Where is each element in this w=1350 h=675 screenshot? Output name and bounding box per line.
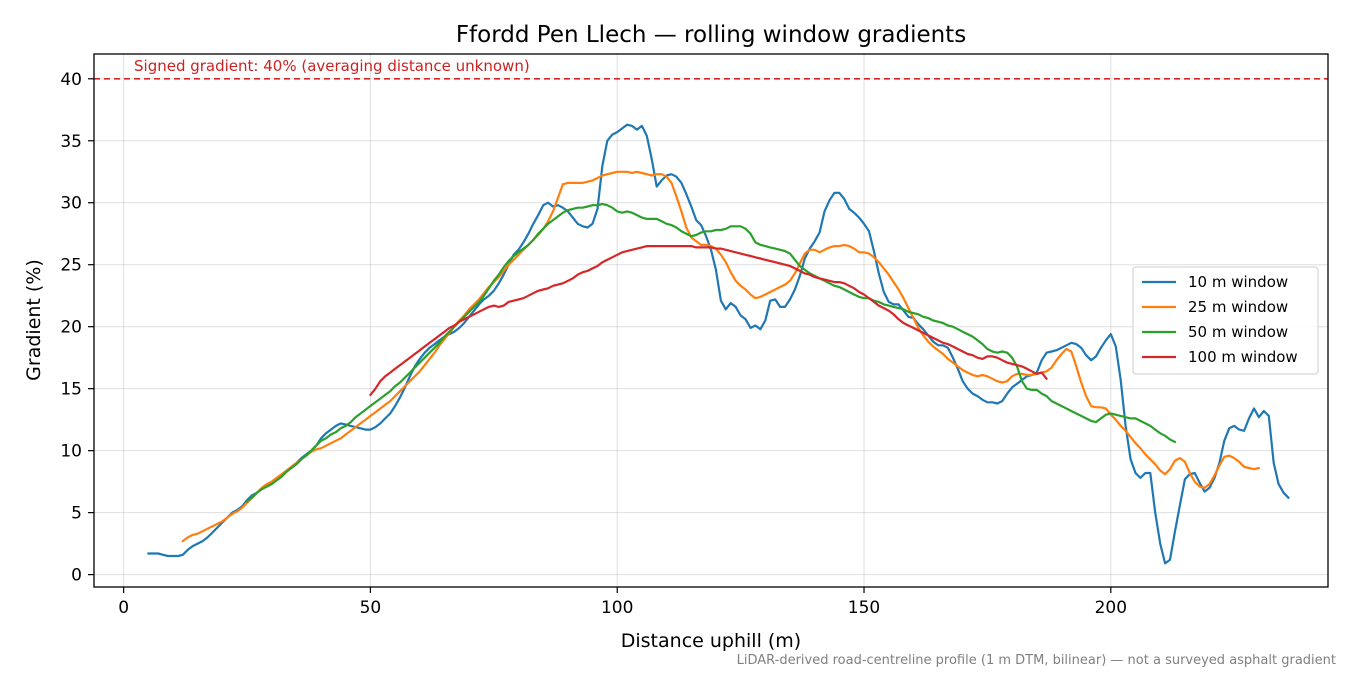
axis-ticks: 0 50 100 150 200 0 5 10 15 20 25 30 35 40 — [60, 70, 1127, 618]
series-lines — [147, 123, 1290, 565]
x-tick-label: 200 — [1095, 598, 1127, 618]
y-tick-label: 30 — [60, 194, 82, 214]
x-tick-label: 100 — [601, 598, 633, 618]
series-line-2 — [181, 170, 1260, 543]
y-tick-label: 20 — [60, 318, 82, 338]
y-tick-label: 5 — [71, 504, 82, 524]
legend-label: 50 m window — [1188, 323, 1288, 341]
chart-title: Ffordd Pen Llech — rolling window gradie… — [456, 22, 966, 48]
legend: 10 m window 25 m window 50 m window 100 m w… — [1132, 266, 1319, 375]
y-tick-label: 35 — [60, 132, 82, 152]
x-tick-label: 0 — [118, 598, 129, 618]
legend-label: 100 m window — [1188, 348, 1298, 366]
x-tick-label: 50 — [360, 598, 382, 618]
series-line-4 — [369, 245, 1048, 396]
footnote: LiDAR-derived road-centreline profile (1… — [737, 653, 1336, 668]
grid-lines — [94, 54, 1328, 587]
x-axis-label: Distance uphill (m) — [621, 630, 801, 652]
legend-label: 25 m window — [1188, 298, 1288, 316]
reference-line-group: Signed gradient: 40% (averaging distance… — [94, 57, 1328, 80]
y-tick-label: 15 — [60, 380, 82, 400]
y-tick-label: 0 — [71, 566, 82, 586]
y-tick-label: 40 — [60, 70, 82, 90]
series-line-1 — [147, 123, 1290, 565]
y-tick-label: 10 — [60, 442, 82, 462]
y-axis-label: Gradient (%) — [23, 259, 45, 381]
y-tick-label: 25 — [60, 256, 82, 276]
x-tick-label: 150 — [848, 598, 880, 618]
reference-line-label: Signed gradient: 40% (averaging distance… — [134, 57, 530, 75]
plot-frame — [93, 53, 1329, 588]
legend-label: 10 m window — [1188, 273, 1288, 291]
legend-box — [1132, 266, 1319, 375]
series-line-3 — [245, 202, 1177, 503]
